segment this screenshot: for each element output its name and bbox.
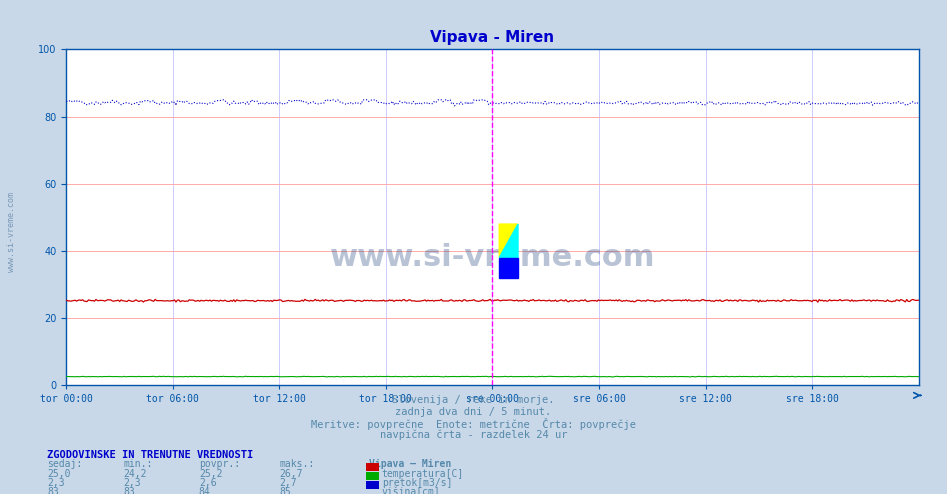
Text: 84: 84 (199, 487, 210, 494)
Text: www.si-vreme.com: www.si-vreme.com (330, 243, 655, 272)
Text: 26,7: 26,7 (279, 469, 303, 479)
Text: www.si-vreme.com: www.si-vreme.com (7, 192, 16, 272)
Text: sedaj:: sedaj: (47, 459, 82, 469)
Text: 24,2: 24,2 (123, 469, 147, 479)
Polygon shape (499, 258, 518, 278)
Text: Meritve: povprečne  Enote: metrične  Črta: povprečje: Meritve: povprečne Enote: metrične Črta:… (311, 418, 636, 430)
Text: 25,0: 25,0 (47, 469, 71, 479)
Text: Slovenija / reke in morje.: Slovenija / reke in morje. (392, 395, 555, 405)
Text: zadnja dva dni / 5 minut.: zadnja dva dni / 5 minut. (396, 407, 551, 416)
Text: 2,7: 2,7 (279, 478, 297, 488)
Text: ZGODOVINSKE IN TRENUTNE VREDNOSTI: ZGODOVINSKE IN TRENUTNE VREDNOSTI (47, 450, 254, 459)
Text: 2,6: 2,6 (199, 478, 217, 488)
Text: 83: 83 (123, 487, 134, 494)
Text: temperatura[C]: temperatura[C] (382, 469, 464, 479)
Polygon shape (499, 224, 518, 258)
Text: 2,3: 2,3 (123, 478, 141, 488)
Text: maks.:: maks.: (279, 459, 314, 469)
Text: pretok[m3/s]: pretok[m3/s] (382, 478, 452, 488)
Text: 83: 83 (47, 487, 59, 494)
Text: Vipava – Miren: Vipava – Miren (369, 459, 452, 469)
Text: povpr.:: povpr.: (199, 459, 240, 469)
Text: 25,2: 25,2 (199, 469, 223, 479)
Text: navpična črta - razdelek 24 ur: navpična črta - razdelek 24 ur (380, 429, 567, 440)
Text: 85: 85 (279, 487, 291, 494)
Text: 2,3: 2,3 (47, 478, 65, 488)
Text: min.:: min.: (123, 459, 152, 469)
Polygon shape (499, 224, 518, 258)
Title: Vipava - Miren: Vipava - Miren (430, 31, 555, 45)
Text: višina[cm]: višina[cm] (382, 487, 440, 494)
